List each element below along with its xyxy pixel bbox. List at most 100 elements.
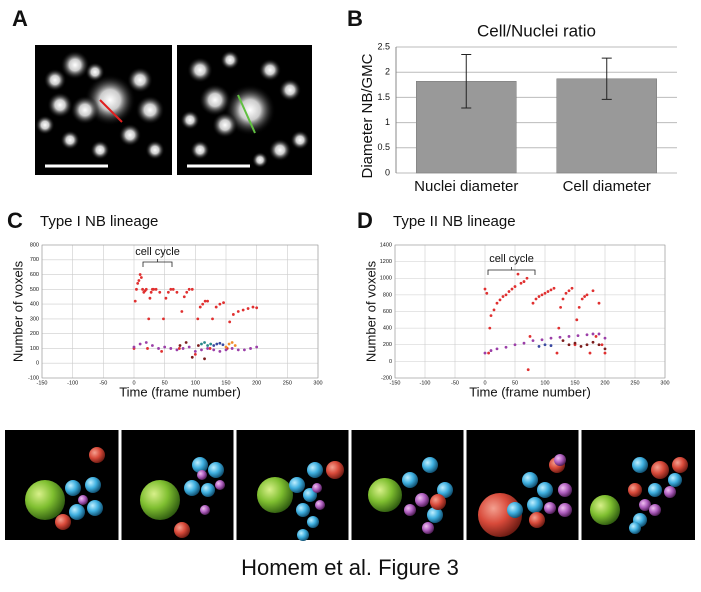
data-point: [162, 317, 165, 321]
data-point: [166, 290, 170, 294]
sphere: [529, 512, 545, 528]
data-point: [487, 351, 490, 355]
y-axis-label: Number of voxels: [363, 260, 378, 362]
sphere: [201, 483, 215, 497]
data-point: [567, 335, 571, 338]
y-tick-label: 400: [383, 326, 392, 332]
sphere: [296, 503, 310, 517]
data-point: [549, 288, 553, 292]
data-point: [221, 343, 225, 347]
blob: [135, 95, 165, 125]
sphere: [315, 500, 325, 510]
sphere: [192, 457, 208, 473]
data-point: [577, 305, 581, 309]
data-point: [182, 295, 186, 299]
data-point: [525, 276, 529, 280]
micrograph-panel: [35, 45, 312, 175]
data-point: [175, 348, 179, 352]
blob: [60, 130, 80, 150]
x-tick-label: -150: [389, 380, 400, 386]
data-point: [573, 341, 577, 345]
data-point: [203, 357, 206, 361]
sphere: [672, 457, 688, 473]
data-point: [141, 287, 144, 291]
blob: [252, 152, 268, 168]
data-point: [169, 347, 173, 350]
sphere: [544, 502, 556, 514]
sphere: [174, 522, 190, 538]
data-point: [531, 339, 535, 342]
data-point: [151, 344, 154, 347]
cycle-bracket: [487, 267, 536, 275]
blob: [268, 138, 292, 162]
sphere: [422, 457, 438, 473]
data-point: [251, 305, 255, 309]
data-point: [224, 348, 228, 352]
sphere: [289, 477, 305, 493]
y-tick-label: 0: [385, 167, 390, 177]
data-point: [585, 293, 589, 297]
data-point: [175, 290, 179, 294]
data-point: [561, 339, 565, 342]
y-tick-label: 0.5: [377, 142, 390, 152]
y-axis-label: Diameter NB/GMC: [359, 53, 376, 178]
sphere: [415, 493, 429, 507]
data-point: [187, 287, 191, 291]
blob: [90, 140, 110, 160]
blob: [212, 112, 238, 138]
data-point: [580, 297, 584, 301]
data-point: [230, 347, 234, 350]
blob: [290, 130, 310, 150]
data-point: [537, 345, 541, 348]
sphere: [297, 529, 309, 541]
data-point: [133, 299, 137, 303]
data-point: [178, 344, 182, 347]
data-point: [555, 351, 559, 355]
y-tick-label: 1200: [380, 259, 392, 265]
data-point: [579, 345, 583, 348]
sphere: [527, 497, 543, 513]
y-tick-label: 600: [383, 309, 392, 315]
data-point: [591, 340, 595, 344]
sphere: [69, 504, 85, 520]
y-tick-label: 800: [383, 292, 392, 298]
sphere: [427, 507, 443, 523]
blob: [199, 84, 231, 116]
error-bar: [461, 54, 472, 109]
data-point: [230, 341, 234, 344]
sphere: [89, 447, 105, 463]
data-point: [206, 347, 210, 350]
data-point: [531, 301, 535, 305]
x-tick-label: 50: [162, 380, 168, 386]
data-point: [537, 295, 541, 298]
data-point: [215, 342, 219, 346]
sphere: [307, 462, 323, 478]
data-point: [164, 296, 168, 300]
separator: [348, 430, 352, 540]
data-point: [139, 276, 143, 279]
data-point: [600, 343, 604, 347]
x-tick-label: 250: [630, 380, 639, 386]
data-point: [193, 352, 197, 356]
data-point: [492, 308, 496, 312]
data-point: [501, 295, 505, 298]
y-tick-label: 2.5: [377, 41, 390, 51]
data-point: [488, 326, 492, 330]
data-point: [549, 344, 553, 347]
data-point: [564, 291, 568, 295]
sphere: [368, 478, 402, 512]
data-point: [198, 305, 202, 309]
sphere: [87, 500, 103, 516]
x-tick-label: 300: [313, 380, 322, 386]
data-point: [603, 336, 607, 340]
sphere: [140, 480, 180, 520]
data-point: [209, 342, 213, 346]
sphere: [649, 504, 661, 516]
data-point: [206, 299, 210, 303]
sphere: [404, 504, 416, 516]
data-point: [169, 287, 173, 291]
panel-label: D: [357, 208, 373, 233]
x-tick-label: 50: [512, 380, 518, 386]
x-tick-label: -100: [419, 380, 430, 386]
data-point: [222, 301, 225, 305]
